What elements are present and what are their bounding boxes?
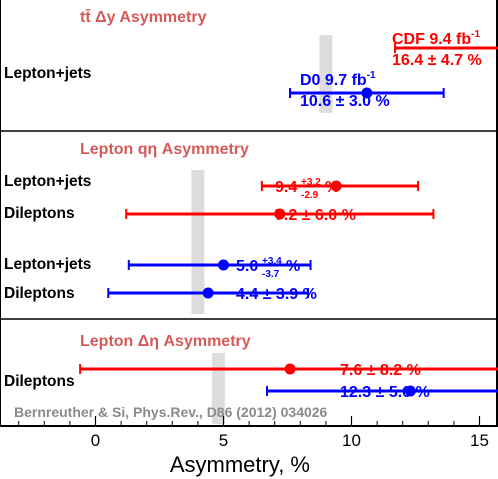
theory-band xyxy=(191,170,205,314)
value-label: 4.4 ± 3.9 % xyxy=(236,286,317,303)
value-label: 7.2 ± 6.0 % xyxy=(275,207,356,224)
data-point xyxy=(330,180,342,192)
data-point xyxy=(284,363,296,375)
value-sub: -3.7 xyxy=(262,269,280,280)
section-title: Lepton qη Asymmetry xyxy=(80,141,249,158)
labels: tt̄ Δy Asymmetry Lepton+jets CDF 9.4 fb-1 1… xyxy=(4,8,482,401)
data-point xyxy=(404,385,416,397)
value-sub: -2.9 xyxy=(301,190,319,201)
experiment-label: D0 9.7 fb-1 xyxy=(300,70,376,89)
section-title: tt̄ Δy Asymmetry xyxy=(80,8,207,26)
row-label: Lepton+jets xyxy=(4,173,91,190)
x-axis-label: Asymmetry, % xyxy=(170,452,310,477)
plot-frame xyxy=(0,0,498,427)
section-title: Lepton Δη Asymmetry xyxy=(80,333,251,350)
value-unit: % xyxy=(325,179,339,196)
value-main: 9.4 xyxy=(275,179,297,196)
row-label: Dileptons xyxy=(4,373,75,390)
experiment-superscript: -1 xyxy=(367,70,376,81)
row-label: Lepton+jets xyxy=(4,256,91,273)
data-point xyxy=(202,287,214,299)
x-tick-label: 10 xyxy=(342,431,361,450)
row-label: Dileptons xyxy=(4,205,75,222)
x-axis: 05101520 xyxy=(18,416,489,450)
experiment-label: CDF 9.4 fb-1 xyxy=(392,29,480,48)
citation-label: Bernreuther & Si, Phys.Rev., D86 (2012) … xyxy=(14,404,328,420)
value-label: 12.3 ± 5.6 % xyxy=(340,384,430,401)
value-main: 5.0 xyxy=(236,258,258,275)
x-tick-label: 15 xyxy=(470,431,489,450)
x-tick-label: 0 xyxy=(91,431,100,450)
row-label: Lepton+jets xyxy=(4,65,91,82)
experiment-superscript: -1 xyxy=(471,29,480,40)
value-unit: % xyxy=(286,258,300,275)
value-sup: +3.2 xyxy=(301,177,321,188)
row-label: Dileptons xyxy=(4,285,75,302)
data-point xyxy=(274,208,286,220)
x-tick-label: 5 xyxy=(219,431,228,450)
value-label: 10.6 ± 3.0 % xyxy=(300,93,390,110)
error-bars xyxy=(79,43,498,397)
value-label: 7.6 ± 8.2 % xyxy=(340,362,421,379)
data-point xyxy=(218,259,229,271)
value-sup: +3.4 xyxy=(262,256,282,267)
value-label: 16.4 ± 4.7 % xyxy=(392,52,482,69)
theory-band xyxy=(211,353,225,424)
data-point xyxy=(361,87,373,99)
